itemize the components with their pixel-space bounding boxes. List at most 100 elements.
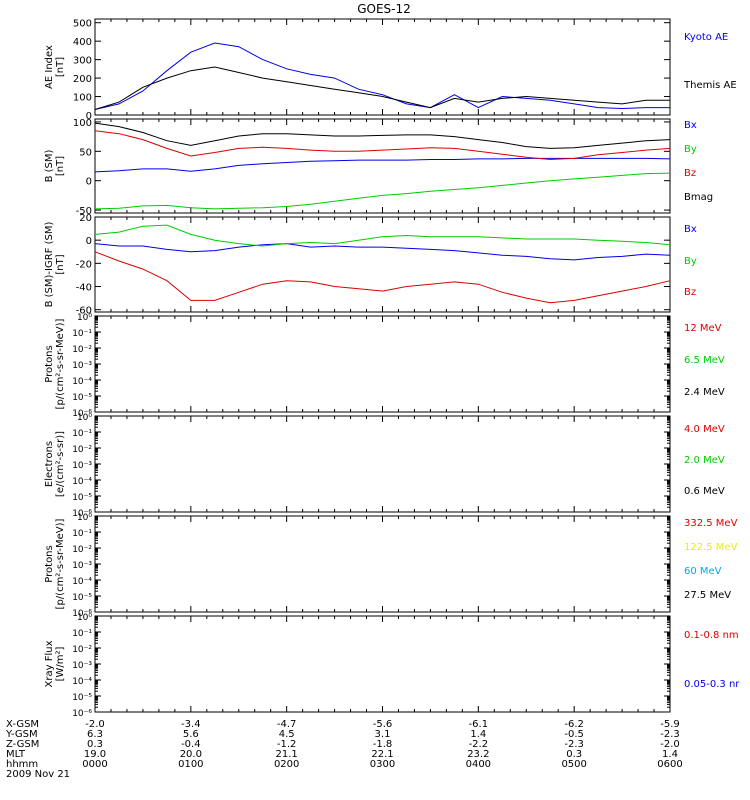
- legend-entry: 12 MeV: [684, 323, 722, 334]
- y-tick-label: 200: [73, 74, 92, 85]
- y-tick-label: 10⁻¹: [72, 329, 92, 339]
- panel-frame: [94, 515, 671, 613]
- table-cell: 0.3: [87, 739, 103, 750]
- table-cell: 21.1: [276, 749, 298, 760]
- panel-frame: [94, 118, 671, 214]
- legend-entry: 0.1-0.8 nm: [684, 630, 739, 641]
- series-line-bx: [94, 157, 671, 173]
- table-cell: 1.4: [470, 729, 486, 740]
- y-tick-label: -60: [76, 306, 92, 317]
- y-tick-label: 20: [79, 213, 92, 224]
- y-tick-label: 10⁻⁶: [72, 609, 92, 619]
- y-tick-label: 50: [79, 147, 92, 158]
- y-axis-label: Electrons: [44, 441, 55, 487]
- y-tick-label: 10⁻³: [72, 461, 92, 471]
- legend-entry: 2.0 MeV: [684, 455, 725, 466]
- series-line-by: [94, 224, 671, 247]
- table-cell: 5.6: [183, 729, 199, 740]
- table-row-label: X-GSM: [6, 719, 39, 730]
- y-tick-label: 100: [73, 118, 92, 129]
- table-cell: -4.7: [277, 719, 297, 730]
- y-tick-label: -20: [76, 259, 92, 270]
- table-cell: 0300: [370, 759, 395, 770]
- table-cell: 0500: [561, 759, 586, 770]
- legend-entry: By: [684, 256, 697, 267]
- table-cell: -3.4: [181, 719, 201, 730]
- y-tick-label: 10⁻³: [72, 561, 92, 571]
- panel-protons_low: Protons [p/(cm²-s-sr-MeV)] 10⁰ 10⁻¹ 10⁻² 10⁻³…: [44, 313, 725, 419]
- table-cell: 1.4: [662, 749, 678, 760]
- table-cell: 3.1: [375, 729, 391, 740]
- legend-entry: Bx: [684, 120, 697, 131]
- y-axis-unit: [W/m²]: [55, 646, 66, 681]
- table-cell: -1.8: [373, 739, 393, 750]
- table-cell: 0.3: [566, 749, 582, 760]
- legend-entry: 2.4 MeV: [684, 387, 725, 398]
- legend-entry: Bz: [684, 168, 696, 179]
- legend-entry: 0.6 MeV: [684, 486, 725, 497]
- table-cell: 4.5: [279, 729, 295, 740]
- table-cell: 22.1: [371, 749, 393, 760]
- y-tick-label: 0: [86, 177, 92, 188]
- legend-entry: 6.5 MeV: [684, 355, 725, 366]
- y-tick-label: -50: [76, 206, 92, 217]
- y-tick-label: 10⁻⁴: [72, 677, 92, 687]
- table-cell: -5.6: [373, 719, 393, 730]
- y-tick-label: 10⁻⁶: [72, 409, 92, 419]
- y-axis-unit: [p/(cm²-s-sr-MeV)]: [55, 518, 66, 609]
- legend-entry: Bx: [684, 224, 697, 235]
- y-tick-label: 500: [73, 19, 92, 30]
- y-tick-label: 10⁻³: [72, 361, 92, 371]
- table-cell: -2.0: [660, 739, 680, 750]
- y-axis-unit: [p/(cm²-s-sr-MeV)]: [55, 318, 66, 409]
- table-cell: 6.3: [87, 729, 103, 740]
- table-cell: 19.0: [84, 749, 106, 760]
- table-cell: -0.5: [564, 729, 584, 740]
- legend-entry: 4.0 MeV: [684, 424, 725, 435]
- legend-entry: Bmag: [684, 192, 713, 203]
- y-tick-label: 10⁻⁵: [72, 393, 92, 403]
- legend-entry: Bz: [684, 287, 696, 298]
- y-tick-label: 300: [73, 56, 92, 67]
- panel-electrons: Electrons [e/(cm²-s-sr)] 10⁰ 10⁻¹ 10⁻² 10⁻³ 10…: [44, 413, 725, 519]
- legend-entry: 122.5 MeV: [684, 542, 738, 553]
- table-cell: 0100: [178, 759, 203, 770]
- y-axis-label: Protons: [44, 345, 55, 382]
- y-axis-label: B (SM)-IGRF (SM): [44, 222, 55, 308]
- series-line-themis-ae: [94, 66, 670, 110]
- series-line-by: [94, 172, 671, 210]
- table-row-label: MLT: [6, 749, 26, 760]
- y-tick-label: 10⁻¹: [72, 429, 92, 439]
- y-tick-label: 0: [86, 236, 92, 247]
- table-cell: -6.2: [564, 719, 584, 730]
- y-tick-label: 10⁰: [77, 513, 92, 523]
- y-tick-label: 10⁻¹: [72, 629, 92, 639]
- legend-entry: Kyoto AE: [684, 32, 728, 43]
- table-cell: -2.3: [564, 739, 584, 750]
- series-line-kyoto-ae: [94, 42, 670, 110]
- series-line-bx: [94, 243, 671, 261]
- y-tick-label: 10⁻⁶: [72, 709, 92, 719]
- table-cell: -2.2: [469, 739, 489, 750]
- y-tick-label: 10⁻²: [72, 545, 92, 555]
- panel-frame: [94, 216, 671, 313]
- y-axis-label: AE Index: [44, 45, 55, 89]
- panel-frame: [94, 615, 671, 713]
- y-tick-label: 10⁻³: [72, 661, 92, 671]
- table-cell: -2.3: [660, 729, 680, 740]
- y-tick-label: 10⁻²: [72, 345, 92, 355]
- series-line-bmag: [94, 122, 671, 149]
- table-cell: 20.0: [180, 749, 202, 760]
- legend-entry: 27.5 MeV: [684, 590, 731, 601]
- y-tick-label: 10⁰: [77, 613, 92, 623]
- y-tick-label: 10⁻¹: [72, 529, 92, 539]
- legend-entry: 60 MeV: [684, 566, 722, 577]
- y-axis-label: Protons: [44, 545, 55, 582]
- table-cell: 0600: [657, 759, 682, 770]
- panel-xray: Xray Flux [W/m²] 10⁰ 10⁻¹ 10⁻² 10⁻³ 10⁻⁴ 10⁻⁵ 10…: [44, 613, 740, 719]
- table-row-label: hhmm: [6, 759, 38, 770]
- legend-entry: 332.5 MeV: [684, 518, 738, 529]
- y-tick-label: 10⁻²: [72, 645, 92, 655]
- y-tick-label: 10⁻⁴: [72, 577, 92, 587]
- panel-bsm: B (SM) [nT] -50 0 50 100 Bx By Bz Bmag: [44, 118, 713, 217]
